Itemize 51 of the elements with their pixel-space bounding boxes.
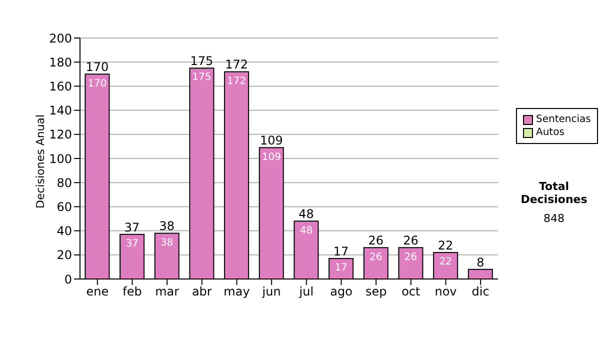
x-tick-label: abr	[192, 284, 212, 299]
data-label: 26	[404, 252, 418, 263]
total-label: 37	[124, 220, 140, 234]
x-tick-label: sep	[365, 284, 387, 299]
data-label: 109	[262, 152, 281, 163]
total-label: 170	[86, 60, 109, 74]
total-label: 48	[298, 207, 314, 222]
total-label: 26	[403, 234, 418, 248]
data-label: 26	[370, 252, 382, 263]
y-tick-label: 120	[49, 128, 72, 142]
y-tick-label: 180	[49, 55, 72, 70]
y-tick-label: 60	[56, 200, 72, 214]
x-tick-label: jul	[298, 284, 314, 299]
x-tick-label: oct	[402, 284, 421, 299]
x-tick-label: feb	[122, 284, 142, 299]
total-label: 109	[260, 134, 283, 148]
x-tick-label: may	[224, 284, 250, 299]
x-tick-label: mar	[155, 284, 180, 299]
y-tick-label: 140	[49, 104, 72, 118]
text: 848	[542, 212, 566, 225]
data-label: 37	[126, 238, 138, 250]
total-label: 8	[476, 255, 484, 270]
x-tick-label: ago	[330, 284, 352, 299]
x-tick-label: nov	[434, 284, 457, 299]
y-axis-title: Decisiones Anual	[34, 114, 47, 208]
x-tick-label: dic	[472, 284, 490, 299]
data-label: 48	[300, 225, 313, 236]
total-label: 22	[438, 238, 454, 252]
x-tick-label: ene	[86, 284, 109, 299]
y-tick-label: 160	[49, 79, 72, 94]
legend-label: Autos	[536, 126, 564, 139]
y-tick-label: 0	[64, 272, 72, 286]
data-label: 38	[160, 237, 174, 248]
y-tick-label: 200	[49, 31, 72, 46]
legend-label: Sentencias	[536, 113, 591, 126]
data-label: 172	[227, 76, 246, 87]
y-tick-label: 80	[56, 176, 72, 190]
total-label: 38	[159, 219, 175, 234]
data-label: 17	[334, 262, 348, 274]
text: Total Decisiones	[520, 180, 588, 206]
data-label: 175	[192, 72, 212, 84]
y-tick-label: 20	[56, 248, 72, 262]
y-tick-label: 100	[49, 152, 72, 166]
total-label: 172	[225, 58, 248, 72]
data-label: 22	[439, 256, 452, 268]
total-label: 17	[333, 244, 349, 259]
total-label: 26	[368, 234, 384, 248]
data-label: 170	[88, 78, 107, 90]
y-tick-label: 40	[56, 224, 72, 238]
total-label: 175	[190, 54, 214, 68]
x-tick-label: jun	[261, 284, 281, 299]
